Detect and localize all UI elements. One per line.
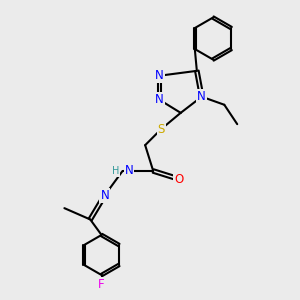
Text: N: N <box>155 69 164 82</box>
Text: N: N <box>197 90 206 103</box>
Text: N: N <box>155 93 164 106</box>
Text: O: O <box>175 172 184 186</box>
Text: N: N <box>100 189 109 202</box>
Text: H: H <box>112 166 120 176</box>
Text: N: N <box>124 164 134 178</box>
Text: S: S <box>158 122 165 136</box>
Text: F: F <box>98 278 105 291</box>
